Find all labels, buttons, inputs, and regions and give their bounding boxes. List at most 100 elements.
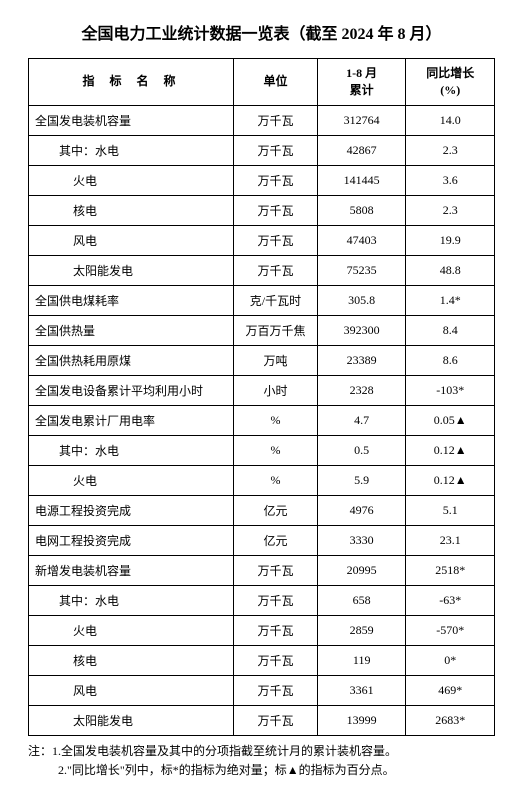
cell-val1: 13999 <box>317 705 406 735</box>
cell-name: 全国发电装机容量 <box>29 105 234 135</box>
cell-unit: 万千瓦 <box>234 645 318 675</box>
cell-val2: 5.1 <box>406 495 495 525</box>
data-table: 指 标 名 称 单位 1-8 月累计 同比增长(%) 全国发电装机容量万千瓦31… <box>28 58 495 736</box>
cell-unit: % <box>234 465 318 495</box>
table-header-row: 指 标 名 称 单位 1-8 月累计 同比增长(%) <box>29 59 495 106</box>
cell-name: 其中：水电 <box>29 435 234 465</box>
table-row: 火电万千瓦1414453.6 <box>29 165 495 195</box>
cell-unit: 亿元 <box>234 525 318 555</box>
table-row: 其中：水电万千瓦658-63* <box>29 585 495 615</box>
cell-val2: 0.12▲ <box>406 465 495 495</box>
header-val2: 同比增长(%) <box>406 59 495 106</box>
cell-unit: 万千瓦 <box>234 705 318 735</box>
cell-val1: 20995 <box>317 555 406 585</box>
table-row: 火电%5.90.12▲ <box>29 465 495 495</box>
cell-name: 其中：水电 <box>29 585 234 615</box>
cell-name: 电网工程投资完成 <box>29 525 234 555</box>
cell-val2: 23.1 <box>406 525 495 555</box>
table-row: 核电万千瓦58082.3 <box>29 195 495 225</box>
cell-val1: 5808 <box>317 195 406 225</box>
cell-name: 新增发电装机容量 <box>29 555 234 585</box>
cell-val1: 141445 <box>317 165 406 195</box>
table-row: 其中：水电%0.50.12▲ <box>29 435 495 465</box>
cell-unit: 万千瓦 <box>234 585 318 615</box>
table-row: 核电万千瓦1190* <box>29 645 495 675</box>
table-row: 风电万千瓦3361469* <box>29 675 495 705</box>
cell-val1: 3361 <box>317 675 406 705</box>
cell-name: 火电 <box>29 615 234 645</box>
table-row: 全国发电装机容量万千瓦31276414.0 <box>29 105 495 135</box>
cell-unit: 克/千瓦时 <box>234 285 318 315</box>
cell-val2: 0.05▲ <box>406 405 495 435</box>
table-row: 全国供电煤耗率克/千瓦时305.81.4* <box>29 285 495 315</box>
cell-val2: 2518* <box>406 555 495 585</box>
cell-val1: 658 <box>317 585 406 615</box>
cell-val2: 2.3 <box>406 195 495 225</box>
table-row: 电源工程投资完成亿元49765.1 <box>29 495 495 525</box>
cell-unit: 万千瓦 <box>234 255 318 285</box>
cell-val2: 2.3 <box>406 135 495 165</box>
cell-val2: 14.0 <box>406 105 495 135</box>
cell-val2: 48.8 <box>406 255 495 285</box>
cell-name: 核电 <box>29 195 234 225</box>
cell-unit: 万百万千焦 <box>234 315 318 345</box>
cell-val1: 305.8 <box>317 285 406 315</box>
cell-unit: 万吨 <box>234 345 318 375</box>
cell-val1: 75235 <box>317 255 406 285</box>
cell-name: 太阳能发电 <box>29 255 234 285</box>
cell-val1: 2859 <box>317 615 406 645</box>
table-row: 其中：水电万千瓦428672.3 <box>29 135 495 165</box>
cell-unit: 万千瓦 <box>234 675 318 705</box>
cell-val1: 312764 <box>317 105 406 135</box>
cell-name: 火电 <box>29 465 234 495</box>
cell-val2: 19.9 <box>406 225 495 255</box>
table-row: 太阳能发电万千瓦7523548.8 <box>29 255 495 285</box>
cell-unit: 万千瓦 <box>234 165 318 195</box>
cell-val1: 2328 <box>317 375 406 405</box>
table-row: 电网工程投资完成亿元333023.1 <box>29 525 495 555</box>
cell-name: 全国发电设备累计平均利用小时 <box>29 375 234 405</box>
cell-unit: 万千瓦 <box>234 195 318 225</box>
cell-val2: 1.4* <box>406 285 495 315</box>
cell-val2: 3.6 <box>406 165 495 195</box>
header-unit: 单位 <box>234 59 318 106</box>
table-row: 火电万千瓦2859-570* <box>29 615 495 645</box>
cell-val1: 42867 <box>317 135 406 165</box>
table-row: 全国发电累计厂用电率%4.70.05▲ <box>29 405 495 435</box>
cell-val1: 4.7 <box>317 405 406 435</box>
cell-val1: 119 <box>317 645 406 675</box>
table-row: 太阳能发电万千瓦139992683* <box>29 705 495 735</box>
cell-name: 风电 <box>29 675 234 705</box>
footnote-line: 2."同比增长"列中，标*的指标为绝对量；标▲的指标为百分点。 <box>28 761 495 780</box>
cell-unit: 万千瓦 <box>234 135 318 165</box>
cell-unit: 万千瓦 <box>234 615 318 645</box>
cell-name: 电源工程投资完成 <box>29 495 234 525</box>
cell-val2: 469* <box>406 675 495 705</box>
table-row: 新增发电装机容量万千瓦209952518* <box>29 555 495 585</box>
footnotes: 注：1.全国发电装机容量及其中的分项指截至统计月的累计装机容量。 2."同比增长… <box>28 742 495 780</box>
header-name: 指 标 名 称 <box>29 59 234 106</box>
cell-unit: 亿元 <box>234 495 318 525</box>
footnote-text-2: 2."同比增长"列中，标*的指标为绝对量；标▲的指标为百分点。 <box>58 763 395 777</box>
cell-unit: % <box>234 435 318 465</box>
cell-name: 太阳能发电 <box>29 705 234 735</box>
cell-val2: 0* <box>406 645 495 675</box>
cell-val2: 0.12▲ <box>406 435 495 465</box>
cell-name: 火电 <box>29 165 234 195</box>
cell-val2: -570* <box>406 615 495 645</box>
page-title: 全国电力工业统计数据一览表（截至 2024 年 8 月） <box>28 20 495 44</box>
cell-val2: 8.4 <box>406 315 495 345</box>
table-body: 全国发电装机容量万千瓦31276414.0其中：水电万千瓦428672.3火电万… <box>29 105 495 735</box>
footnote-text-1: 1.全国发电装机容量及其中的分项指截至统计月的累计装机容量。 <box>52 744 397 758</box>
cell-val2: -103* <box>406 375 495 405</box>
cell-val1: 0.5 <box>317 435 406 465</box>
cell-unit: 小时 <box>234 375 318 405</box>
table-row: 全国供热量万百万千焦3923008.4 <box>29 315 495 345</box>
cell-name: 风电 <box>29 225 234 255</box>
cell-name: 全国发电累计厂用电率 <box>29 405 234 435</box>
cell-unit: 万千瓦 <box>234 225 318 255</box>
table-row: 风电万千瓦4740319.9 <box>29 225 495 255</box>
footnote-prefix: 注： <box>28 744 52 758</box>
footnote-line: 注：1.全国发电装机容量及其中的分项指截至统计月的累计装机容量。 <box>28 742 495 761</box>
cell-val1: 3330 <box>317 525 406 555</box>
